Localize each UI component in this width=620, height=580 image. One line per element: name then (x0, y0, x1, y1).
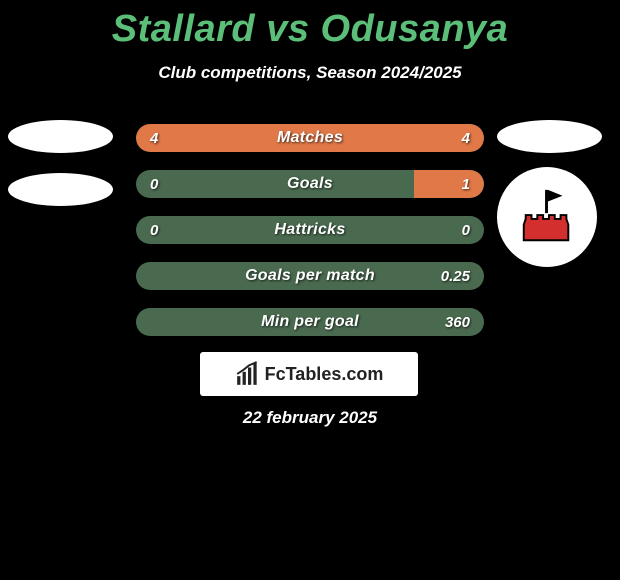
left-team-badges (8, 120, 113, 226)
stat-label: Goals (136, 170, 484, 198)
page-title: Stallard vs Odusanya (0, 0, 620, 51)
footer-date: 22 february 2025 (0, 408, 620, 428)
stat-row-goals-per-match: Goals per match 0.25 (136, 262, 484, 290)
watermark: FcTables.com (200, 352, 418, 396)
stat-right-value: 0 (462, 216, 470, 244)
stat-row-matches: 4 Matches 4 (136, 124, 484, 152)
stat-row-hattricks: 0 Hattricks 0 (136, 216, 484, 244)
stat-right-value: 1 (462, 170, 470, 198)
stat-right-value: 0.25 (441, 262, 470, 290)
stat-label: Goals per match (136, 262, 484, 290)
watermark-text: FcTables.com (265, 364, 384, 385)
right-badge-1 (497, 120, 602, 153)
stat-label: Min per goal (136, 308, 484, 336)
page-subtitle: Club competitions, Season 2024/2025 (0, 63, 620, 83)
left-badge-2 (8, 173, 113, 206)
right-team-badges (497, 120, 602, 267)
stat-label: Hattricks (136, 216, 484, 244)
right-badge-2 (497, 167, 597, 267)
castle-icon (516, 186, 578, 248)
stats-bars: 4 Matches 4 0 Goals 1 0 Hattricks 0 Goal… (136, 124, 484, 354)
stat-right-value: 4 (462, 124, 470, 152)
stat-row-min-per-goal: Min per goal 360 (136, 308, 484, 336)
stat-right-value: 360 (445, 308, 470, 336)
stat-label: Matches (136, 124, 484, 152)
left-badge-1 (8, 120, 113, 153)
stat-row-goals: 0 Goals 1 (136, 170, 484, 198)
chart-icon (235, 361, 261, 387)
